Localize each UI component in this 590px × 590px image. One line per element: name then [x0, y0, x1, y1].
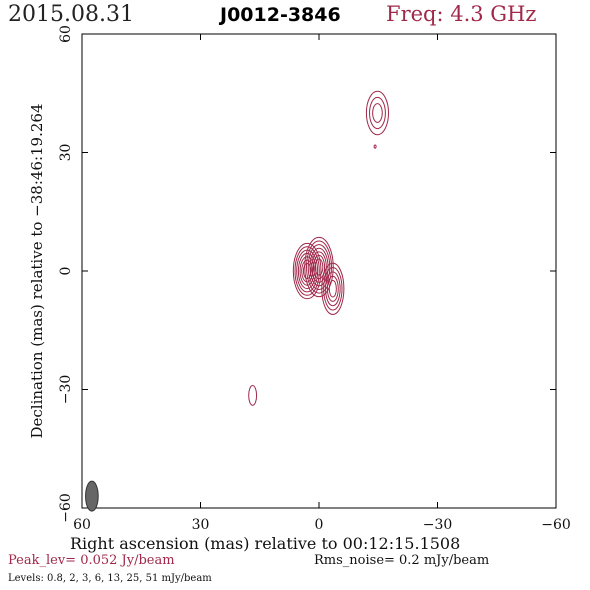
- source-name: J0012-3846: [220, 4, 341, 26]
- component-south-knot: [248, 385, 258, 406]
- x-tick-labels: 60 30 0 −30 −60: [73, 517, 571, 533]
- beam-ellipse: [85, 480, 99, 512]
- y-axis-label: Declination (mas) relative to −38:46:19.…: [28, 103, 46, 438]
- epoch-date: 2015.08.31: [8, 2, 134, 27]
- x-tick-label: 30: [192, 517, 210, 533]
- y-tick-label: −60: [58, 493, 74, 523]
- y-tick-label: −30: [58, 375, 74, 405]
- contour-line: [292, 242, 322, 300]
- contour-line: [325, 271, 341, 307]
- component-north-knot: [365, 90, 390, 136]
- contour-line: [372, 103, 383, 123]
- x-axis-label: Right ascension (mas) relative to 00:12:…: [70, 534, 461, 553]
- contour-line: [314, 258, 324, 276]
- contour-line: [312, 254, 326, 280]
- y-tick-labels: −60 −30 0 30 60: [58, 25, 74, 523]
- x-tick-label: 60: [73, 517, 91, 533]
- x-tick-label: −60: [541, 517, 571, 533]
- contour-line: [328, 280, 337, 298]
- contour-line: [307, 244, 331, 290]
- contour-group: [248, 90, 390, 406]
- contour-line: [294, 246, 320, 296]
- y-tick-label: 60: [58, 25, 74, 43]
- contour-line: [321, 262, 345, 315]
- contour-levels: Levels: 0.8, 2, 3, 6, 13, 25, 51 mJy/bea…: [8, 573, 212, 584]
- y-tick-label: 30: [58, 144, 74, 162]
- axis-ticks: [81, 33, 557, 509]
- y-tick-label: 0: [58, 267, 74, 276]
- contour-line: [306, 240, 332, 294]
- contour-line: [369, 96, 386, 130]
- contour-line: [365, 90, 390, 136]
- contour-line: [373, 144, 377, 149]
- contour-line: [309, 247, 329, 287]
- contour-line: [302, 262, 312, 280]
- peak-level: Peak_lev= 0.052 Jy/beam: [8, 553, 175, 568]
- component-speck: [373, 144, 377, 149]
- beam-ellipse-group: [85, 480, 99, 512]
- rms-noise: Rms_noise= 0.2 mJy/beam: [314, 553, 490, 568]
- x-tick-label: −30: [423, 517, 453, 533]
- component-core-c: [321, 262, 345, 315]
- contour-line: [326, 275, 339, 302]
- frequency-label: Freq: 4.3 GHz: [386, 2, 537, 26]
- contour-line: [323, 266, 343, 311]
- x-tick-label: 0: [315, 517, 324, 533]
- contour-line: [248, 385, 258, 406]
